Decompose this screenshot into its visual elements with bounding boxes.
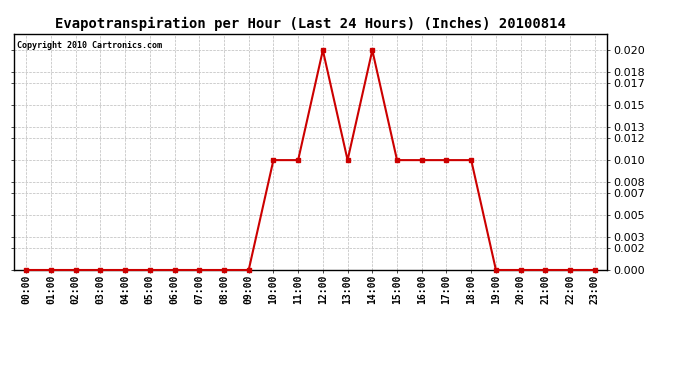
Title: Evapotranspiration per Hour (Last 24 Hours) (Inches) 20100814: Evapotranspiration per Hour (Last 24 Hou… [55,17,566,31]
Text: Copyright 2010 Cartronics.com: Copyright 2010 Cartronics.com [17,41,161,50]
